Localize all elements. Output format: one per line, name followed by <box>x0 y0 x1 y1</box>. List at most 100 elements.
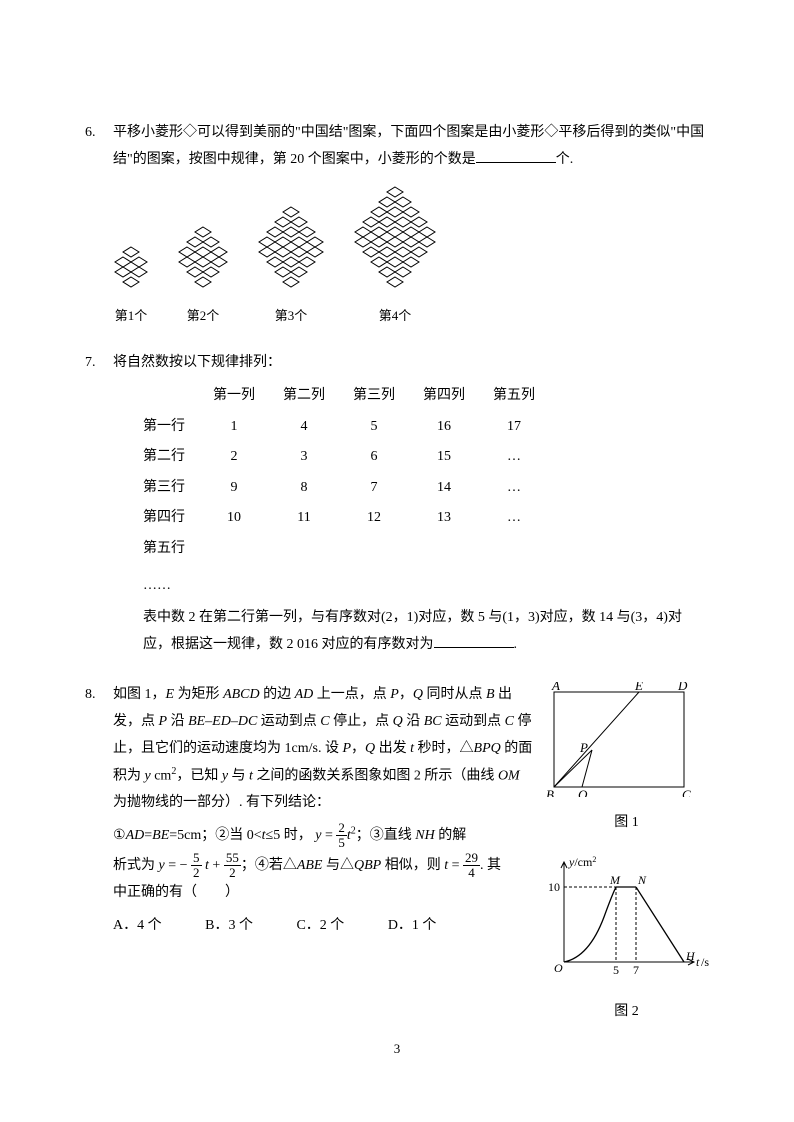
diamond-label: 第2个 <box>177 304 229 329</box>
table-header-cell: 第三列 <box>339 381 409 412</box>
svg-text:Q: Q <box>578 787 588 797</box>
diamond-patterns-row: 第1个第2个 第3个第4个 <box>113 185 709 328</box>
diamond-pattern-icon <box>177 225 229 289</box>
t: 与 <box>228 769 249 784</box>
table-cell: 3 <box>269 442 339 473</box>
svg-text:E: E <box>634 682 643 693</box>
svg-text:7: 7 <box>633 963 639 977</box>
sym-t: t <box>444 858 448 873</box>
den: 2 <box>224 866 241 880</box>
table-row: 第五行 <box>143 534 549 565</box>
table-cell: 7 <box>339 473 409 504</box>
sym-B: B <box>486 687 495 702</box>
num: 5 <box>191 851 202 866</box>
sym-C: C <box>320 714 329 729</box>
svg-text:H: H <box>685 949 696 963</box>
table-row: 第四行10111213… <box>143 503 549 534</box>
t: 为抛物线的一部分）. 有下列结论： <box>113 795 330 810</box>
table-cell: 14 <box>409 473 479 504</box>
table-row: 第一行1451617 <box>143 412 549 443</box>
q7-tail-1: 表中数 2 在第二行第一列，与有序数对(2，1)对应，数 5 与(1，3)对应，… <box>143 610 682 652</box>
t: 沿 <box>167 714 188 729</box>
svg-text:D: D <box>677 682 688 693</box>
t: 上一点，点 <box>313 687 390 702</box>
diamond-group: 第4个 <box>353 185 437 328</box>
t: 运动到点 <box>257 714 320 729</box>
t: 为矩形 <box>174 687 223 702</box>
question-8: 8. 如图 1，E 为矩形 ABCD 的边 AD 上一点，点 P，Q 同时从点 … <box>85 682 709 1025</box>
fill-blank[interactable] <box>476 149 556 163</box>
sym-path: BE–ED–DC <box>188 714 257 729</box>
sym-QBP: QBP <box>354 858 381 873</box>
t: 的边 <box>260 687 295 702</box>
q8-statements-line-1: ①AD=BE=5cm；②当 0<t≤5 时， y = 25t2；③直线 NH 的… <box>113 821 534 851</box>
table-cell: 第四行 <box>143 503 199 534</box>
t: ， <box>351 741 365 756</box>
fraction-5-2: 52 <box>191 851 202 881</box>
question-body: 将自然数按以下规律排列： 第一列第二列第三列第四列第五列第一行1451617第二… <box>113 350 709 658</box>
sym-ABCD: ABCD <box>223 687 260 702</box>
svg-text:C: C <box>682 787 691 797</box>
table-cell: … <box>479 473 549 504</box>
option-A[interactable]: A．4 个 <box>113 913 162 940</box>
sym-P: P <box>390 687 399 702</box>
q8-paragraph-1: 如图 1，E 为矩形 ABCD 的边 AD 上一点，点 P，Q 同时从点 B 出… <box>113 682 534 817</box>
svg-text:y/cm2: y/cm2 <box>568 855 596 869</box>
figure-2-label: 图 2 <box>544 999 709 1026</box>
table-cell: 第五行 <box>143 534 199 565</box>
sym-Q: Q <box>365 741 375 756</box>
table-cell: 6 <box>339 442 409 473</box>
table-cell <box>479 534 549 565</box>
table-header-cell: 第一列 <box>199 381 269 412</box>
sym-P: P <box>342 741 351 756</box>
svg-text:/s: /s <box>701 955 709 969</box>
num: 29 <box>463 851 480 866</box>
q6-text-2: 个. <box>556 152 574 167</box>
sym-BPQ: BPQ <box>474 741 501 756</box>
fill-blank[interactable] <box>434 634 514 648</box>
figure-2-wrapper: y/cm2t/sO1057MNH <box>544 847 709 998</box>
table-cell: 17 <box>479 412 549 443</box>
sym-ABE: ABE <box>297 858 323 873</box>
fraction-55-2: 552 <box>224 851 241 881</box>
diamond-group: 第3个 <box>257 205 325 328</box>
sym-y: y <box>315 828 321 843</box>
q8-text-column: 如图 1，E 为矩形 ABCD 的边 AD 上一点，点 P，Q 同时从点 B 出… <box>113 682 534 1025</box>
svg-text:5: 5 <box>613 963 619 977</box>
svg-text:M: M <box>609 873 621 887</box>
option-B[interactable]: B．3 个 <box>205 913 253 940</box>
option-D[interactable]: D．1 个 <box>388 913 437 940</box>
svg-text:P: P <box>579 740 588 755</box>
q7-tail-2: . <box>514 637 518 652</box>
q8-options: A．4 个 B．3 个 C．2 个 D．1 个 <box>113 913 534 940</box>
t: ；④若△ <box>241 858 297 873</box>
table-cell: 13 <box>409 503 479 534</box>
figure-1-label: 图 1 <box>544 810 709 837</box>
table-header-cell <box>143 381 199 412</box>
fraction-2-5: 25 <box>336 821 347 851</box>
eq: = <box>325 828 333 843</box>
t: 如图 1， <box>113 687 166 702</box>
table-header-cell: 第五列 <box>479 381 549 412</box>
table-cell: 5 <box>339 412 409 443</box>
svg-text:O: O <box>554 961 563 975</box>
diamond-group: 第1个 <box>113 245 149 328</box>
eq: = <box>144 828 152 843</box>
option-C[interactable]: C．2 个 <box>296 913 344 940</box>
table-cell: 15 <box>409 442 479 473</box>
t: cm <box>151 769 172 784</box>
sym-C: C <box>505 714 514 729</box>
t: 与△ <box>322 858 354 873</box>
table-cell: 8 <box>269 473 339 504</box>
table-cell: 4 <box>269 412 339 443</box>
table-cell: 16 <box>409 412 479 443</box>
sym-t: t <box>205 858 209 873</box>
t: ① <box>113 828 126 843</box>
den: 4 <box>463 866 480 880</box>
num: 2 <box>336 821 347 836</box>
q8-statements-line-3: 中正确的有（ ） <box>113 880 534 907</box>
t: 之间的函数关系图象如图 2 所示（曲线 <box>253 769 498 784</box>
q8-statements-line-2: 析式为 y = − 52 t + 552；④若△ABE 与△QBP 相似，则 t… <box>113 851 534 881</box>
table-dots: …… <box>143 573 709 600</box>
eq: = <box>168 858 176 873</box>
